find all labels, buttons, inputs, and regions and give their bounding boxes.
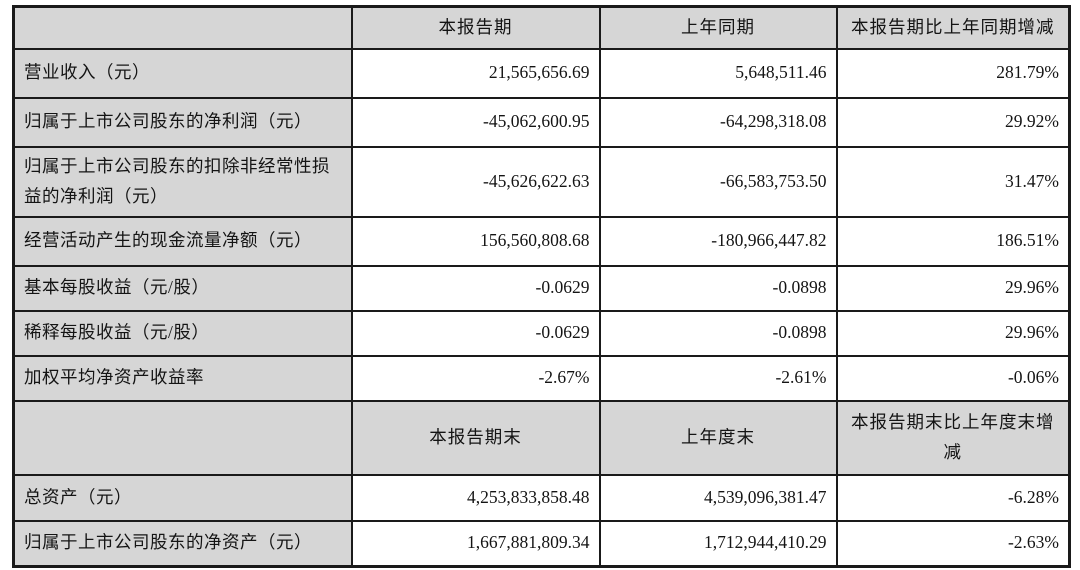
prior-period-value: -2.61% [598, 354, 838, 402]
row-label: 经营活动产生的现金流量净额（元） [12, 215, 353, 267]
change-value: 29.92% [835, 96, 1071, 148]
table-row-net-profit-excl-nonrecurring: 归属于上市公司股东的扣除非经常性损益的净利润（元） -45,626,622.63… [12, 145, 1071, 218]
current-endpoint-value: 4,253,833,858.48 [350, 473, 601, 522]
table-row-total-assets: 总资产（元） 4,253,833,858.48 4,539,096,381.47… [12, 473, 1071, 522]
table-row-operating-cash-flow: 经营活动产生的现金流量净额（元） 156,560,808.68 -180,966… [12, 215, 1071, 267]
change-value: -0.06% [835, 354, 1071, 402]
change-value: 186.51% [835, 215, 1071, 267]
key-accounting-data-table: 本报告期 上年同期 本报告期比上年同期增减 营业收入（元） 21,565,656… [12, 5, 1071, 568]
header-prior-period: 上年同期 [598, 5, 838, 50]
header-endpoint-change: 本报告期末比上年度末增减 [835, 399, 1071, 476]
change-value: 31.47% [835, 145, 1071, 218]
row-label: 总资产（元） [12, 473, 353, 522]
change-value: 29.96% [835, 309, 1071, 357]
prior-period-value: -64,298,318.08 [598, 96, 838, 148]
row-label: 归属于上市公司股东的净资产（元） [12, 519, 353, 568]
row-label: 归属于上市公司股东的净利润（元） [12, 96, 353, 148]
table-row-diluted-eps: 稀释每股收益（元/股） -0.0629 -0.0898 29.96% [12, 309, 1071, 357]
current-period-value: -0.0629 [350, 264, 601, 312]
prior-period-value: -66,583,753.50 [598, 145, 838, 218]
header-row-period: 本报告期 上年同期 本报告期比上年同期增减 [12, 5, 1071, 50]
header-period-change: 本报告期比上年同期增减 [835, 5, 1071, 50]
header-row-endpoint: 本报告期末 上年度末 本报告期末比上年度末增减 [12, 399, 1071, 476]
prior-period-value: -0.0898 [598, 309, 838, 357]
table-row-operating-revenue: 营业收入（元） 21,565,656.69 5,648,511.46 281.7… [12, 47, 1071, 99]
table-row-net-profit: 归属于上市公司股东的净利润（元） -45,062,600.95 -64,298,… [12, 96, 1071, 148]
header-current-endpoint: 本报告期末 [350, 399, 601, 476]
change-value: -6.28% [835, 473, 1071, 522]
prior-period-value: -180,966,447.82 [598, 215, 838, 267]
table-row-net-assets: 归属于上市公司股东的净资产（元） 1,667,881,809.34 1,712,… [12, 519, 1071, 568]
row-label: 基本每股收益（元/股） [12, 264, 353, 312]
header-corner-cell [12, 399, 353, 476]
row-label: 营业收入（元） [12, 47, 353, 99]
change-value: 29.96% [835, 264, 1071, 312]
current-period-value: -2.67% [350, 354, 601, 402]
header-prior-endpoint: 上年度末 [598, 399, 838, 476]
row-label: 归属于上市公司股东的扣除非经常性损益的净利润（元） [12, 145, 353, 218]
prior-endpoint-value: 1,712,944,410.29 [598, 519, 838, 568]
change-value: -2.63% [835, 519, 1071, 568]
header-current-period: 本报告期 [350, 5, 601, 50]
current-period-value: -45,626,622.63 [350, 145, 601, 218]
change-value: 281.79% [835, 47, 1071, 99]
header-corner-cell [12, 5, 353, 50]
prior-endpoint-value: 4,539,096,381.47 [598, 473, 838, 522]
current-endpoint-value: 1,667,881,809.34 [350, 519, 601, 568]
current-period-value: -0.0629 [350, 309, 601, 357]
prior-period-value: -0.0898 [598, 264, 838, 312]
current-period-value: -45,062,600.95 [350, 96, 601, 148]
table-row-weighted-avg-roe: 加权平均净资产收益率 -2.67% -2.61% -0.06% [12, 354, 1071, 402]
table-row-basic-eps: 基本每股收益（元/股） -0.0629 -0.0898 29.96% [12, 264, 1071, 312]
row-label: 加权平均净资产收益率 [12, 354, 353, 402]
current-period-value: 156,560,808.68 [350, 215, 601, 267]
row-label: 稀释每股收益（元/股） [12, 309, 353, 357]
current-period-value: 21,565,656.69 [350, 47, 601, 99]
prior-period-value: 5,648,511.46 [598, 47, 838, 99]
